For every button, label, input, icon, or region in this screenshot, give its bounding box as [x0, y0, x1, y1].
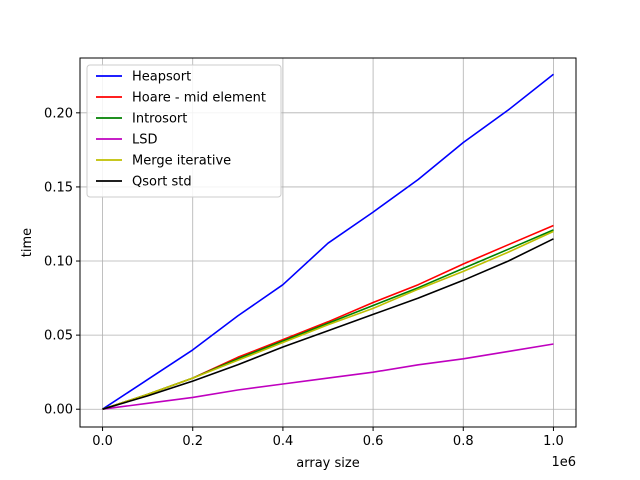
legend-box — [86, 64, 282, 198]
legend-label: Heapsort — [132, 70, 191, 85]
x-axis-label: array size — [296, 456, 359, 471]
x-tick-label: 0.8 — [453, 434, 474, 449]
x-tick-label: 0.2 — [182, 434, 203, 449]
x-tick-label: 0.6 — [363, 434, 384, 449]
legend: Heapsort Hoare - mid element Introsort LSD M… — [86, 64, 282, 198]
series-lines — [102, 73, 554, 410]
series-line-4 — [102, 230, 554, 410]
x-tick-label: 0.4 — [273, 434, 294, 449]
series-line-2 — [102, 229, 554, 410]
series-line-3 — [102, 343, 554, 410]
x-tick-label: 1.0 — [543, 434, 564, 449]
series-line-1 — [102, 224, 554, 410]
legend-label: LSD — [132, 133, 158, 148]
x-tick-label: 0.0 — [92, 434, 113, 449]
legend-label: Introsort — [132, 112, 187, 127]
legend-label: Qsort std — [132, 175, 192, 190]
x-axis-offset-label: 1e6 — [551, 455, 576, 470]
y-tick-label: 0.20 — [44, 106, 73, 121]
y-tick-label: 0.00 — [44, 403, 73, 418]
y-axis-label: time — [20, 228, 35, 257]
y-tick-label: 0.05 — [44, 329, 73, 344]
legend-label: Hoare - mid element — [132, 91, 266, 106]
plot-frame — [79, 57, 577, 428]
legend-label: Merge iterative — [132, 154, 231, 169]
axis-ticks: 0.0 0.2 0.4 0.6 0.8 1.0 0.00 0.05 0.10 0.15 0.20 — [44, 106, 564, 449]
series-line-0 — [102, 73, 554, 410]
y-tick-label: 0.10 — [44, 255, 73, 270]
series-line-5 — [102, 238, 554, 410]
y-tick-label: 0.15 — [44, 180, 73, 195]
